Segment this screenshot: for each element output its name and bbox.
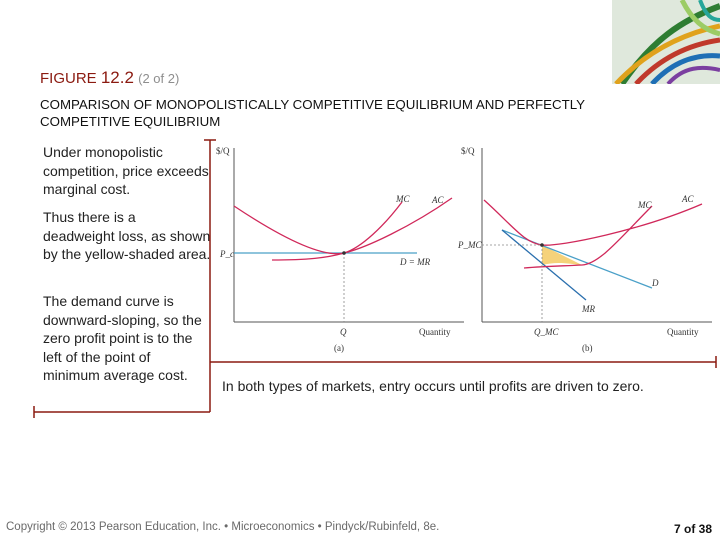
figure-number: 12.2: [100, 68, 134, 87]
panel-b-mr-line: [501, 229, 587, 301]
panel-a-demand-label: D = MR: [399, 257, 431, 267]
panel-a-qty-label: Q: [340, 327, 347, 337]
panel-a-x-label: Quantity: [419, 327, 451, 337]
side-text-1: Under monopolistic competition, price ex…: [43, 144, 209, 197]
equilibrium-diagram: $/Q Quantity P_c Q MC AC D = MR (a) $/Q …: [216, 146, 712, 353]
panel-b-qty-label: Q_MC: [534, 327, 559, 337]
panel-b-demand-label: D: [651, 278, 659, 288]
panel-b-price-label: P_MC: [457, 240, 482, 250]
figure-subtitle: COMPARISON OF MONOPOLISTICALLY COMPETITI…: [40, 97, 585, 129]
panel-b-mc-label: MC: [637, 200, 652, 210]
figure-title: FIGURE 12.2 (2 of 2): [40, 68, 179, 88]
copyright-footer: Copyright © 2013 Pearson Education, Inc.…: [6, 521, 440, 533]
panel-b-ac-curve: [483, 199, 703, 246]
panel-b-x-label: Quantity: [667, 327, 699, 337]
panel-a: $/Q Quantity P_c Q MC AC D = MR (a): [216, 146, 464, 353]
panel-b-y-label: $/Q: [461, 146, 475, 156]
panel-b: $/Q Quantity P_MC Q_MC MC AC D MR (b): [457, 146, 712, 353]
side-text-2: Thus there is a deadweight loss, as show…: [43, 209, 211, 262]
side-text-3: The demand curve is downward-sloping, so…: [43, 293, 202, 383]
panel-a-price-label: P_c: [219, 249, 234, 259]
panel-b-mc-curve: [523, 205, 653, 269]
panel-b-ac-label: AC: [681, 194, 694, 204]
figure-label: FIGURE: [40, 70, 97, 87]
panel-a-label: (a): [334, 343, 344, 353]
page-number: 7 of 38: [673, 522, 712, 536]
panel-b-mr-label: MR: [581, 304, 595, 314]
figure-part: (2 of 2): [138, 71, 180, 86]
figure-caption: In both types of markets, entry occurs u…: [222, 378, 644, 394]
panel-b-equilibrium-point: [540, 243, 544, 247]
panel-a-ac-label: AC: [431, 195, 444, 205]
panel-a-mc-label: MC: [395, 194, 410, 204]
corner-cables-image: [612, 0, 720, 84]
panel-a-equilibrium-point: [342, 251, 346, 255]
panel-b-label: (b): [582, 343, 593, 353]
panel-a-y-label: $/Q: [216, 146, 230, 156]
